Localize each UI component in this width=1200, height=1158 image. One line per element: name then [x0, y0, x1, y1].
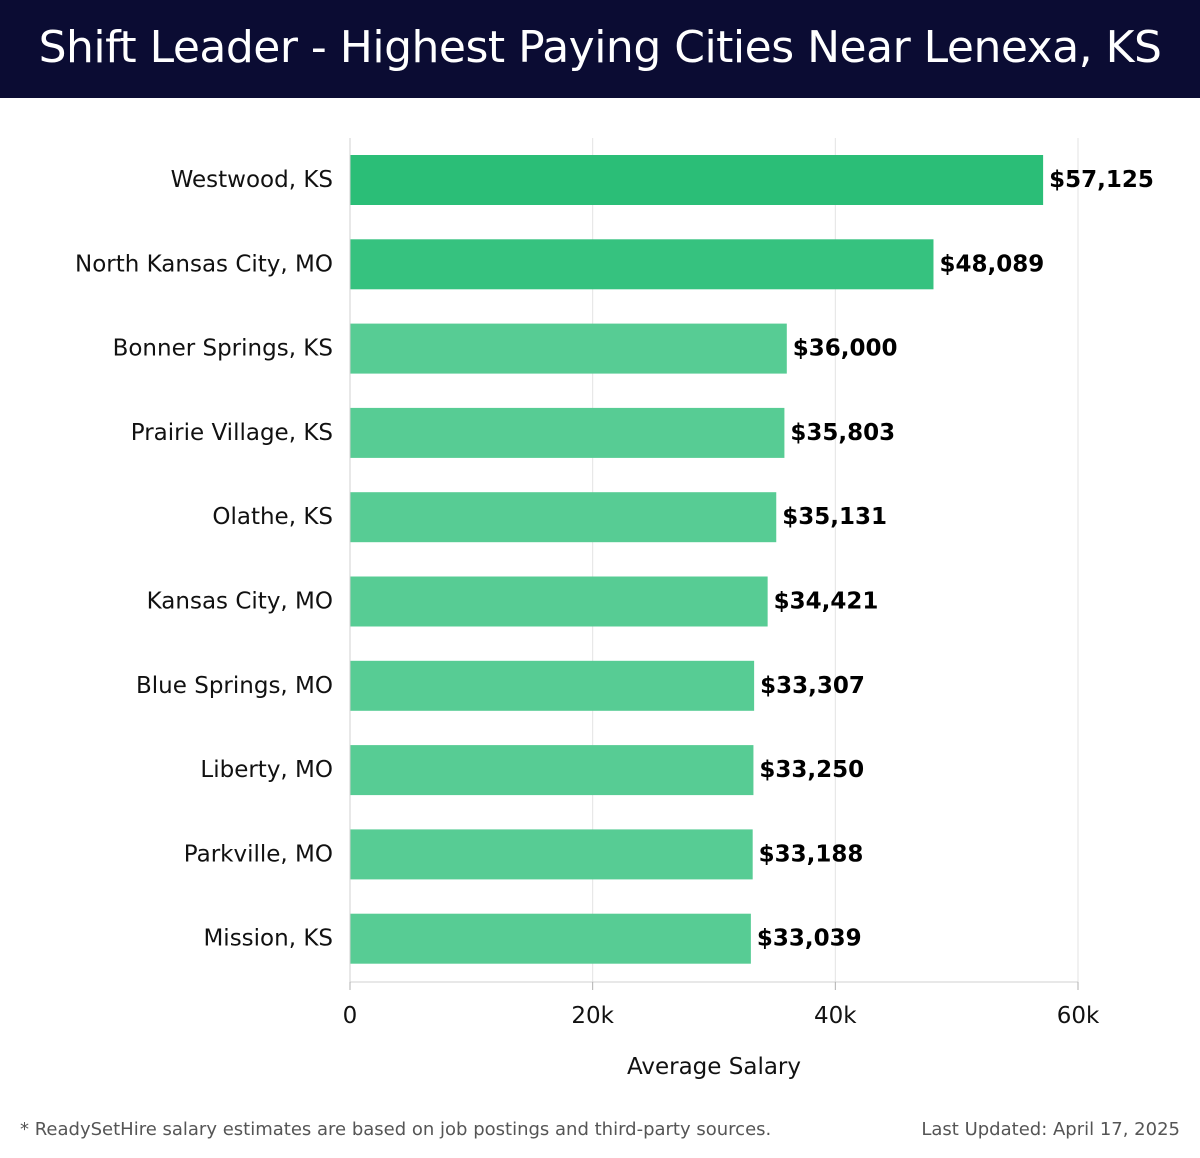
category-label-2: North Kansas City, MO — [75, 251, 333, 277]
x-tick-label-0: 0 — [343, 1003, 358, 1029]
chart-header: Shift Leader - Highest Paying Cities Nea… — [0, 0, 1200, 98]
category-label-5: Olathe, KS — [212, 504, 333, 530]
category-label-4: Prairie Village, KS — [131, 420, 333, 446]
category-label-10: Mission, KS — [203, 926, 333, 952]
x-tick-label-1: 20k — [571, 1003, 614, 1029]
salary-bar-chart: Westwood, KS $57,125 North Kansas City, MO… — [75, 138, 1154, 1080]
value-label-10: $33,039 — [757, 926, 862, 952]
value-label-8: $33,250 — [759, 757, 864, 783]
value-label-2: $48,089 — [939, 251, 1044, 277]
category-label-8: Liberty, MO — [200, 757, 333, 783]
category-label-6: Kansas City, MO — [147, 589, 333, 615]
bar-8 — [350, 745, 754, 796]
chart-title: Shift Leader - Highest Paying Cities Nea… — [38, 22, 1162, 73]
bar-9 — [350, 829, 753, 880]
footer-note: * ReadySetHire salary estimates are base… — [20, 1119, 772, 1140]
bar-2 — [350, 239, 934, 290]
category-label-1: Westwood, KS — [171, 167, 333, 193]
value-label-7: $33,307 — [760, 673, 865, 699]
category-label-9: Parkville, MO — [184, 841, 333, 867]
x-tick-label-2: 40k — [814, 1003, 857, 1029]
bar-1 — [350, 155, 1044, 205]
x-axis-title: Average Salary — [627, 1054, 801, 1080]
category-label-7: Blue Springs, MO — [136, 673, 333, 699]
value-label-6: $34,421 — [774, 589, 879, 615]
bar-6 — [350, 576, 768, 627]
value-label-4: $35,803 — [790, 420, 895, 446]
bar-7 — [350, 660, 755, 711]
value-label-1: $57,125 — [1049, 167, 1154, 193]
value-label-9: $33,188 — [759, 841, 864, 867]
bar-5 — [350, 492, 777, 543]
value-label-3: $36,000 — [793, 336, 898, 362]
value-label-5: $35,131 — [782, 504, 887, 530]
last-updated: Last Updated: April 17, 2025 — [921, 1119, 1180, 1140]
bar-4 — [350, 407, 785, 458]
bar-3 — [350, 323, 787, 374]
bar-10 — [350, 913, 751, 964]
category-label-3: Bonner Springs, KS — [113, 336, 333, 362]
x-tick-label-3: 60k — [1057, 1003, 1100, 1029]
